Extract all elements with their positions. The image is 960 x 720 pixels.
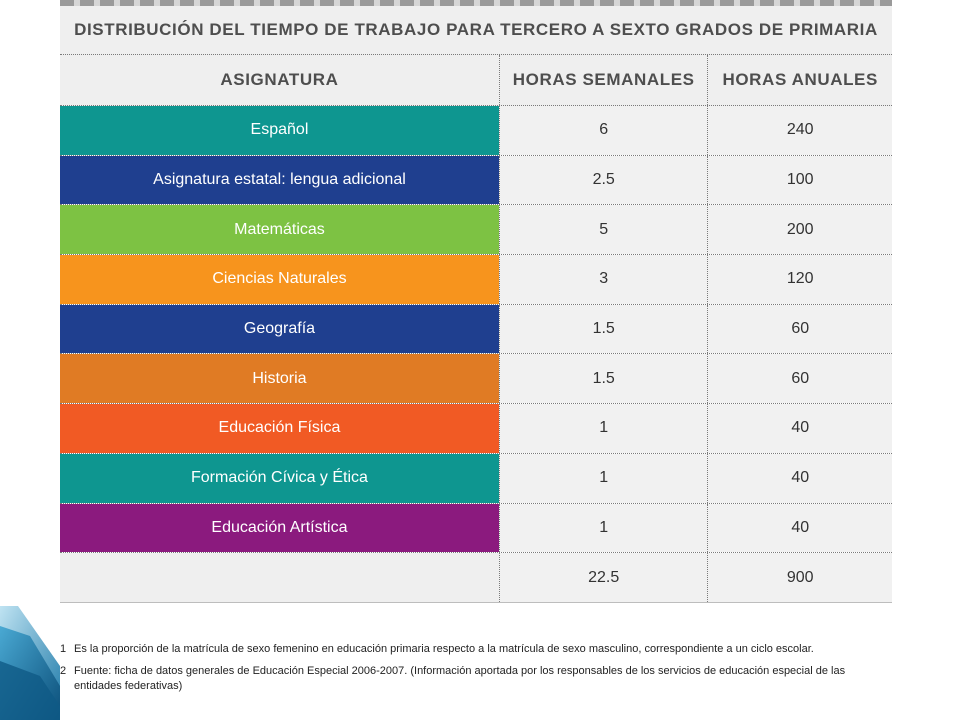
header-asignatura: ASIGNATURA [220,70,339,89]
total-weekly-hours: 22.5 [498,553,708,603]
annual-hours-cell: 40 [707,404,892,453]
annual-hours-cell: 40 [707,503,892,553]
footnote-2: 2 Fuente: ficha de datos generales de Ed… [60,664,892,694]
table-header-row: ASIGNATURA HORAS SEMANALES HORAS ANUALES [60,55,892,106]
top-decorative-stripe [60,0,892,6]
weekly-hours-cell: 5 [498,205,708,255]
annual-hours-cell: 240 [707,106,892,155]
weekly-hours-cell: 3 [498,255,708,304]
annual-hours-cell: 60 [707,354,892,404]
footnote-number: 2 [60,665,67,677]
total-annual-hours: 900 [707,553,892,603]
header-horas-semanales: HORAS SEMANALES [498,55,708,105]
footnotes: 1 Es la proporción de la matrícula de se… [60,642,892,701]
total-label-cell [60,553,499,603]
subject-cell: Formación Cívica y Ética [60,453,499,503]
footnote-number: 1 [60,643,67,655]
weekly-hours-cell: 1.5 [498,304,708,354]
corner-decoration [0,606,60,720]
weekly-hours-cell: 6 [498,106,708,155]
annual-hours-cell: 100 [707,155,892,205]
table-row: Formación Cívica y Ética 1 40 [60,453,892,504]
subject-cell: Educación Artística [60,503,499,553]
subject-cell: Educación Física [60,404,499,453]
table-row: Educación Física 1 40 [60,404,892,454]
subject-cell: Asignatura estatal: lengua adicional [60,155,499,205]
subject-cell: Español [60,106,499,155]
subject-cell: Historia [60,354,499,404]
weekly-hours-cell: 1 [498,503,708,553]
footnote-text: Fuente: ficha de datos generales de Educ… [74,665,846,692]
header-horas-anuales: HORAS ANUALES [707,55,892,105]
total-row: 22.5 900 [60,553,892,604]
subject-cell: Ciencias Naturales [60,255,499,304]
table-row: Ciencias Naturales 3 120 [60,255,892,305]
annual-hours-cell: 120 [707,255,892,304]
table-row: Educación Artística 1 40 [60,503,892,554]
table-row: Historia 1.5 60 [60,354,892,405]
annual-hours-cell: 60 [707,304,892,354]
footnote-1: 1 Es la proporción de la matrícula de se… [60,642,892,657]
footnote-text: Es la proporción de la matrícula de sexo… [74,643,814,655]
table-body: Español 6 240 Asignatura estatal: lengua ad… [60,106,892,604]
table-row: Español 6 240 [60,106,892,156]
weekly-hours-cell: 1.5 [498,354,708,404]
annual-hours-cell: 40 [707,453,892,503]
subject-cell: Geografía [60,304,499,354]
weekly-hours-cell: 2.5 [498,155,708,205]
weekly-hours-cell: 1 [498,404,708,453]
table-title: DISTRIBUCIÓN DEL TIEMPO DE TRABAJO PARA … [60,6,892,55]
table-row: Matemáticas 5 200 [60,205,892,256]
weekly-hours-cell: 1 [498,453,708,503]
table-row: Geografía 1.5 60 [60,304,892,355]
table-row: Asignatura estatal: lengua adicional 2.5 1… [60,155,892,206]
subject-cell: Matemáticas [60,205,499,255]
annual-hours-cell: 200 [707,205,892,255]
